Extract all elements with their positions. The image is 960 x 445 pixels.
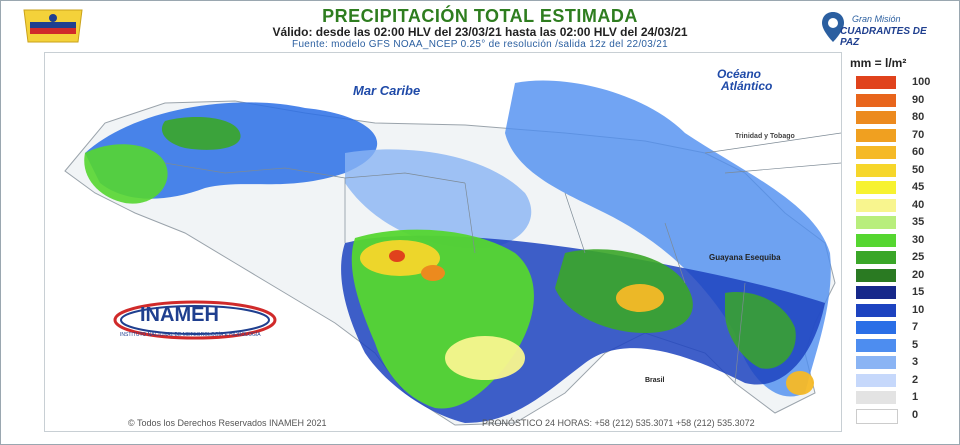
precip-yellow-4 (786, 371, 814, 395)
legend-value: 10 (912, 303, 925, 316)
precip-green-guayana (725, 292, 796, 369)
legend-value: 2 (912, 373, 919, 386)
precip-green-west (84, 144, 168, 204)
legend-swatch (856, 408, 898, 424)
legend-value: 45 (912, 181, 925, 193)
legend-value: 3 (912, 356, 919, 368)
model-source: Fuente: modelo GFS NOAA_NCEP 0.25° de re… (292, 39, 668, 50)
legend-value: 30 (912, 233, 925, 246)
state-borders (164, 162, 746, 384)
legend-value: 0 (912, 408, 919, 421)
legend-item: 30 (856, 232, 944, 249)
legend-swatch (856, 391, 896, 404)
legend-item: 1 (856, 389, 944, 406)
mision-line1: Gran Misión (852, 14, 901, 24)
legend-item: 7 (856, 319, 944, 336)
legend-swatch (856, 163, 896, 177)
legend-item: 2 (856, 372, 944, 389)
brasil-label: Brasil (645, 377, 665, 384)
legend-swatch (856, 76, 896, 89)
legend-swatch (856, 216, 896, 229)
legend-item: 100 (856, 74, 944, 91)
legend-item: 50 (856, 162, 944, 179)
legend-value: 80 (912, 111, 925, 123)
government-seal (18, 6, 88, 46)
legend-item: 15 (856, 284, 944, 301)
mision-line2: CUADRANTES DE PAZ (840, 26, 927, 48)
guayana-label: Guayana Esequiba (709, 253, 781, 262)
legend-item: 25 (856, 249, 944, 266)
legend-value: 20 (912, 268, 925, 281)
legend-swatch (856, 286, 896, 299)
ocean-label-1: Océano (717, 67, 762, 81)
legend-swatch (856, 181, 896, 194)
legend-swatch (856, 198, 896, 212)
legend-item: 90 (856, 92, 944, 109)
legend-value: 25 (912, 251, 925, 263)
legend-value: 1 (912, 391, 919, 403)
legend-item: 70 (856, 127, 944, 144)
mision-logo: Gran Misión CUADRANTES DE PAZ (818, 10, 938, 48)
precip-yellow-3 (616, 284, 664, 312)
precip-yellow-2 (445, 336, 525, 380)
page-title: PRECIPITACIÓN TOTAL ESTIMADA (322, 6, 638, 26)
legend-item: 35 (856, 214, 944, 231)
legend-swatch (856, 338, 896, 352)
precip-orange-1 (421, 265, 445, 281)
header: PRECIPITACIÓN TOTAL ESTIMADA Válido: des… (0, 0, 960, 52)
legend-title: mm = l/m² (850, 56, 907, 70)
legend-swatch (856, 321, 896, 334)
legend-value: 35 (912, 216, 925, 228)
precipitation-map: Mar Caribe Océano Atlántico Trinidad y T… (44, 52, 842, 432)
validity-subtitle: Válido: desde las 02:00 HLV del 23/03/21… (272, 25, 688, 39)
legend-value: 50 (912, 163, 925, 176)
inameh-wordmark: INAMEH (140, 304, 219, 326)
legend-value: 7 (912, 321, 919, 333)
legend: mm = l/m² 100 90 80 70 60 50 45 40 35 30 25 20 15 10 7… (846, 56, 946, 426)
sea-label: Mar Caribe (353, 83, 421, 98)
legend-item: 40 (856, 197, 944, 214)
legend-item: 10 (856, 302, 944, 319)
legend-swatch (856, 251, 896, 264)
country-border (704, 132, 841, 174)
legend-swatch (856, 146, 896, 159)
legend-value: 40 (912, 198, 925, 211)
legend-item: 45 (856, 179, 944, 196)
inameh-tagline: INSTITUTO NACIONAL DE METEOROLOGÍA E HID… (120, 332, 261, 338)
map-canvas (64, 80, 841, 426)
legend-swatch (856, 128, 896, 142)
legend-item: 20 (856, 267, 944, 284)
legend-item: 60 (856, 144, 944, 161)
legend-value: 90 (912, 93, 925, 106)
legend-swatch (856, 356, 896, 369)
legend-item: 3 (856, 354, 944, 371)
legend-item: 0 (856, 407, 944, 424)
legend-swatch (856, 93, 896, 107)
legend-value: 5 (912, 338, 919, 351)
legend-item: 80 (856, 109, 944, 126)
contact-footer: PRONÓSTICO 24 HORAS: +58 (212) 535.3071 … (482, 418, 755, 428)
legend-value: 70 (912, 128, 925, 141)
legend-swatch (856, 373, 896, 387)
copyright-footer: © Todos los Derechos Reservados INAMEH 2… (128, 418, 327, 428)
ocean-label-2: Atlántico (721, 79, 773, 93)
legend-value: 60 (912, 146, 925, 158)
trinidad-label: Trinidad y Tobago (735, 133, 795, 140)
legend-swatch (856, 111, 896, 124)
legend-swatch (856, 268, 896, 282)
legend-swatch (856, 233, 896, 247)
legend-value: 15 (912, 286, 925, 298)
inameh-logo: INAMEH INSTITUTO NACIONAL DE METEOROLOGÍ… (110, 296, 280, 342)
legend-value: 100 (912, 76, 931, 88)
legend-swatch (856, 303, 896, 317)
legend-item: 5 (856, 337, 944, 354)
precip-green-nw (161, 117, 241, 150)
precip-red-1 (389, 250, 405, 262)
